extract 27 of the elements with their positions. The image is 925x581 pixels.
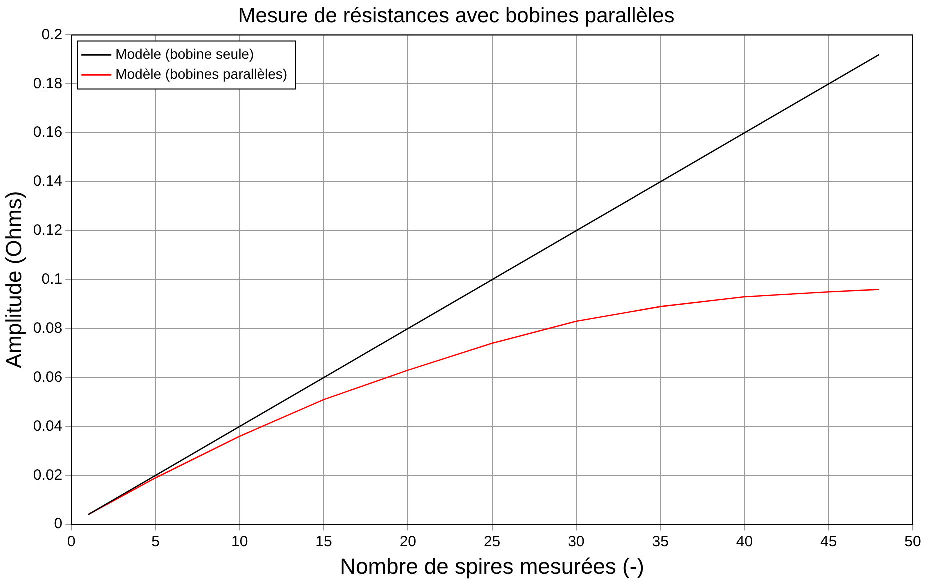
x-tick-label: 25 [484,534,501,551]
y-tick-label: 0.08 [33,320,63,337]
y-tick-label: 0.12 [33,222,63,240]
y-tick-label: 0.14 [33,173,63,190]
x-tick-label: 40 [736,534,754,551]
y-tick-label: 0.18 [33,75,63,92]
y-tick-label: 0.2 [42,26,63,44]
y-tick-label: 0.16 [33,124,63,142]
x-axis-title: Nombre de spires mesurées (-) [340,554,645,579]
y-tick-label: 0.1 [42,271,63,288]
x-tick-label: 45 [820,534,838,551]
x-tick-label: 20 [400,534,416,551]
y-axis-title: Amplitude (Ohms) [1,191,26,369]
y-tick-label: 0.06 [33,368,63,386]
legend-label: Modèle (bobines parallèles) [116,66,288,82]
chart-title: Mesure de résistances avec bobines parallèles [238,4,675,28]
legend-label: Modèle (bobine seule) [116,46,254,62]
x-tick-label: 50 [904,534,922,551]
y-tick-label: 0 [54,516,63,533]
y-tick-label: 0.02 [33,466,63,484]
x-tick-label: 35 [652,534,669,551]
x-tick-label: 0 [67,534,76,551]
x-tick-label: 30 [568,534,585,551]
x-tick-label: 5 [152,534,160,551]
x-tick-label: 15 [316,534,332,551]
x-tick-label: 10 [232,534,248,551]
y-tick-label: 0.04 [33,418,63,435]
